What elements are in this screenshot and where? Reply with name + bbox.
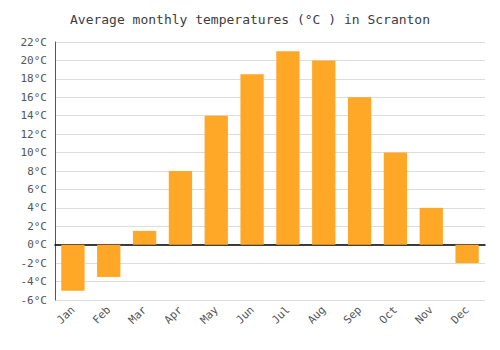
svg-text:20°C: 20°C — [21, 54, 48, 67]
svg-text:-6°C: -6°C — [21, 294, 48, 307]
svg-text:May: May — [198, 303, 221, 326]
svg-text:Sep: Sep — [341, 303, 364, 326]
svg-text:22°C: 22°C — [21, 36, 48, 49]
svg-text:Jul: Jul — [269, 303, 292, 326]
svg-text:4°C: 4°C — [27, 201, 47, 214]
svg-text:Aug: Aug — [305, 303, 328, 326]
svg-text:14°C: 14°C — [21, 109, 48, 122]
svg-text:Jun: Jun — [233, 303, 256, 326]
svg-text:Average monthly temperatures (: Average monthly temperatures (°C ) in Sc… — [70, 12, 430, 27]
svg-text:Feb: Feb — [90, 303, 113, 326]
svg-text:Oct: Oct — [377, 303, 400, 326]
svg-text:12°C: 12°C — [21, 128, 48, 141]
svg-text:Dec: Dec — [448, 303, 471, 326]
svg-text:0°C: 0°C — [27, 238, 47, 251]
svg-text:8°C: 8°C — [27, 165, 47, 178]
svg-text:6°C: 6°C — [27, 183, 47, 196]
svg-text:18°C: 18°C — [21, 72, 48, 85]
svg-text:16°C: 16°C — [21, 91, 48, 104]
svg-text:Apr: Apr — [162, 303, 185, 326]
svg-text:2°C: 2°C — [27, 220, 47, 233]
svg-text:Jan: Jan — [54, 303, 77, 326]
svg-text:-2°C: -2°C — [21, 257, 48, 270]
svg-text:Nov: Nov — [413, 303, 436, 326]
svg-text:10°C: 10°C — [21, 146, 48, 159]
svg-text:-4°C: -4°C — [21, 275, 48, 288]
svg-text:Mar: Mar — [126, 303, 149, 326]
